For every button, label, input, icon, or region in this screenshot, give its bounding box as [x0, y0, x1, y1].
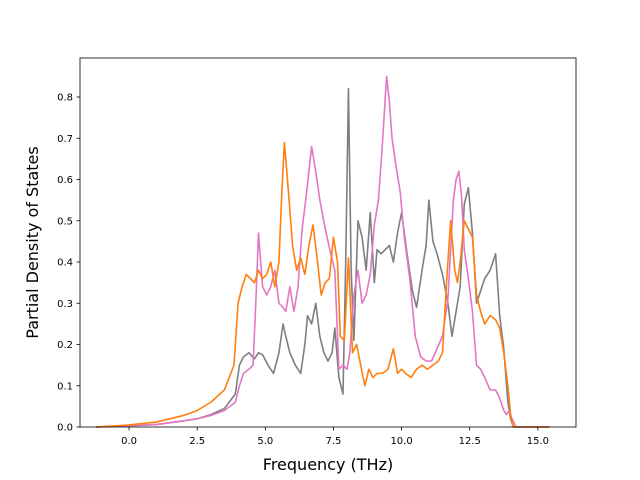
x-tick-label: 5.0: [257, 436, 273, 447]
x-tick-label: 0.0: [121, 436, 137, 447]
y-tick-label: 0.2: [57, 340, 73, 351]
y-axis-title: Partial Density of States: [23, 146, 42, 338]
axes-frame: [79, 57, 577, 428]
x-tick-label: 10.0: [390, 436, 412, 447]
y-tick-label: 0.6: [57, 175, 73, 186]
y-tick-label: 0.3: [57, 299, 73, 310]
plot-area: [95, 75, 550, 428]
y-tick-label: 0.8: [57, 93, 73, 104]
series-line-1: [95, 87, 550, 428]
x-tick-label: 7.5: [325, 436, 341, 447]
y-tick-label: 0.4: [57, 258, 73, 269]
y-tick-label: 0.5: [57, 216, 73, 227]
series-layer: [95, 75, 550, 428]
y-tick-label: 0.0: [57, 423, 73, 434]
x-tick-label: 2.5: [189, 436, 205, 447]
x-axis-title: Frequency (THz): [263, 455, 393, 474]
x-tick-label: 12.5: [459, 436, 481, 447]
y-axis-ticks: 0.0 0.1 0.2 0.3 0.4 0.5 0.6 0.7 0.8: [57, 93, 80, 434]
series-line-3: [95, 141, 550, 428]
series-line-2: [95, 75, 550, 428]
x-tick-label: 15.0: [527, 436, 549, 447]
y-tick-label: 0.1: [57, 381, 73, 392]
x-axis-ticks: 0.0 2.5 5.0 7.5 10.0 12.5 15.0: [121, 427, 549, 447]
y-tick-label: 0.7: [57, 134, 73, 145]
